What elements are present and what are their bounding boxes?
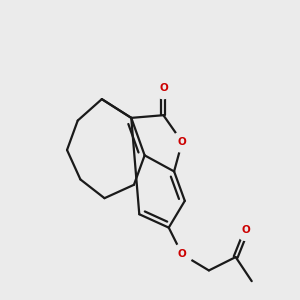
Circle shape — [153, 78, 174, 99]
Circle shape — [172, 244, 192, 265]
Circle shape — [236, 220, 256, 241]
Text: O: O — [178, 249, 187, 260]
Text: O: O — [178, 137, 187, 147]
Text: O: O — [242, 225, 251, 235]
Circle shape — [172, 132, 192, 152]
Text: O: O — [159, 83, 168, 93]
